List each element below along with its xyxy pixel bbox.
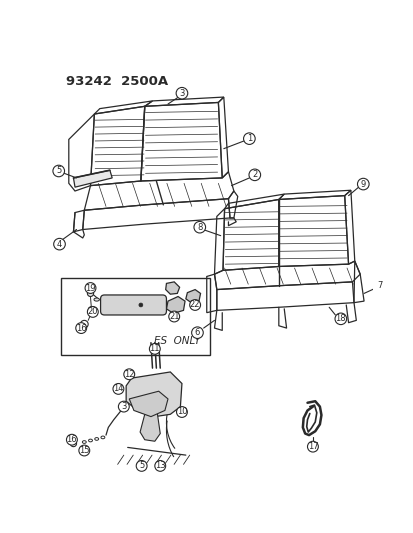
Polygon shape — [73, 170, 112, 187]
Circle shape — [53, 165, 64, 177]
Circle shape — [149, 343, 160, 354]
Circle shape — [87, 306, 98, 317]
Polygon shape — [129, 391, 168, 417]
Circle shape — [88, 306, 96, 314]
Circle shape — [373, 280, 385, 292]
Circle shape — [176, 87, 188, 99]
Text: 16: 16 — [76, 324, 86, 333]
Text: 22: 22 — [190, 301, 200, 310]
Circle shape — [54, 238, 65, 250]
Circle shape — [154, 461, 165, 471]
Polygon shape — [126, 372, 181, 417]
Text: 18: 18 — [335, 314, 345, 324]
Polygon shape — [165, 282, 179, 294]
Text: 5: 5 — [56, 166, 61, 175]
Text: 1: 1 — [246, 134, 252, 143]
Text: 14: 14 — [113, 384, 123, 393]
Circle shape — [334, 313, 346, 325]
Ellipse shape — [94, 298, 99, 301]
Circle shape — [169, 311, 179, 322]
Circle shape — [118, 401, 129, 412]
Circle shape — [191, 327, 203, 338]
Circle shape — [76, 322, 86, 334]
Text: 16: 16 — [66, 435, 77, 444]
Text: 93242  2500A: 93242 2500A — [66, 75, 167, 88]
Circle shape — [189, 300, 200, 310]
Text: 8: 8 — [197, 223, 202, 232]
Circle shape — [356, 179, 368, 190]
Bar — [61, 278, 209, 355]
Circle shape — [307, 441, 318, 452]
Text: 3: 3 — [179, 88, 184, 98]
Text: ES  ONLY: ES ONLY — [154, 336, 200, 346]
Text: 19: 19 — [85, 284, 95, 293]
Circle shape — [87, 290, 93, 296]
FancyBboxPatch shape — [100, 295, 166, 315]
Text: 13: 13 — [154, 462, 165, 471]
Text: 2: 2 — [252, 171, 257, 179]
Circle shape — [176, 407, 187, 417]
Circle shape — [248, 169, 260, 181]
Text: 17: 17 — [307, 442, 318, 451]
Circle shape — [194, 221, 205, 233]
Circle shape — [79, 445, 90, 456]
Circle shape — [113, 384, 123, 394]
Text: 7: 7 — [376, 281, 381, 290]
Text: 15: 15 — [79, 446, 89, 455]
Circle shape — [139, 303, 142, 307]
Text: 9: 9 — [360, 180, 365, 189]
Circle shape — [85, 282, 96, 294]
Text: 10: 10 — [176, 408, 187, 416]
Text: 20: 20 — [88, 308, 98, 317]
Circle shape — [123, 369, 134, 379]
Polygon shape — [166, 296, 185, 313]
Text: 4: 4 — [57, 240, 62, 248]
Text: 12: 12 — [124, 370, 134, 379]
Text: 6: 6 — [194, 328, 199, 337]
Text: 3: 3 — [121, 402, 126, 411]
Circle shape — [66, 434, 77, 445]
Circle shape — [136, 461, 147, 471]
Text: 5: 5 — [139, 462, 144, 471]
Circle shape — [243, 133, 254, 144]
Text: 11: 11 — [149, 344, 160, 353]
Text: 21: 21 — [169, 312, 179, 321]
Polygon shape — [185, 289, 200, 303]
Polygon shape — [140, 412, 160, 441]
